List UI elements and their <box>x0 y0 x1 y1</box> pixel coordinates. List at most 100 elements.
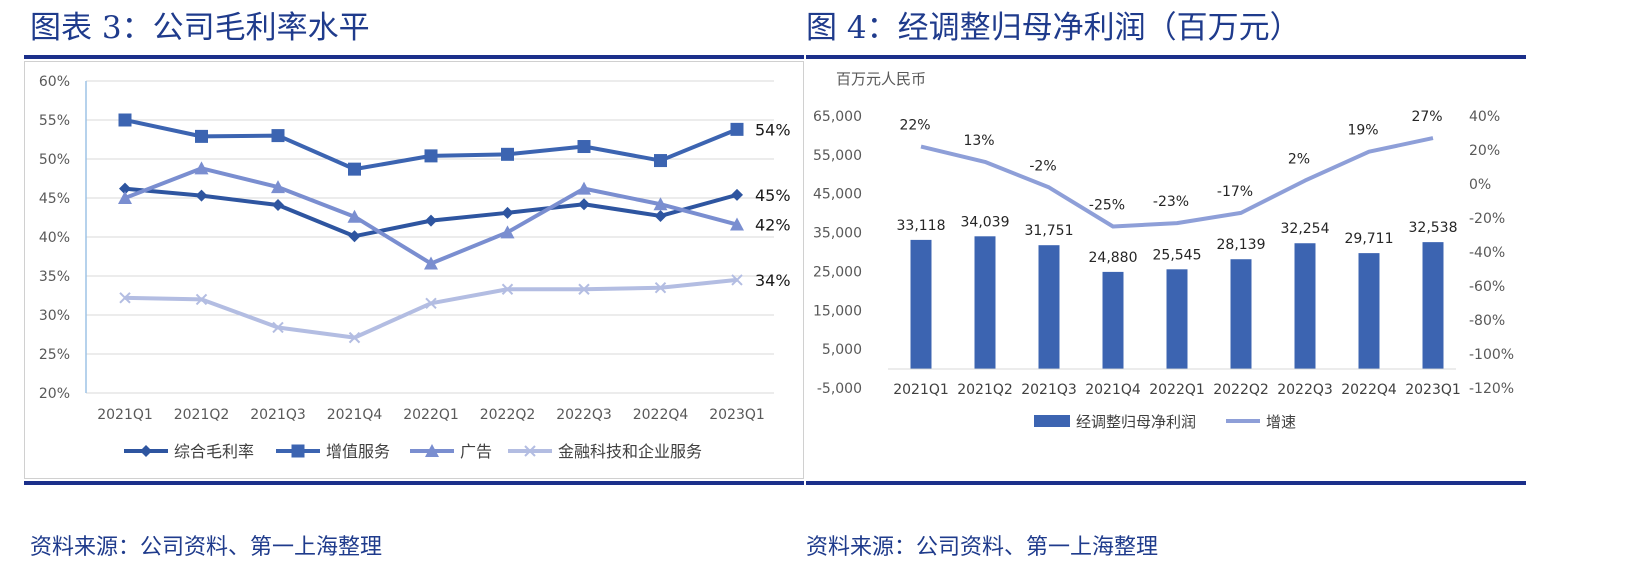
left-legend-label: 综合毛利率 <box>174 442 254 461</box>
left-data-point <box>424 149 438 163</box>
right-growth-value-label: -25% <box>1089 198 1125 214</box>
left-series-line <box>124 186 738 239</box>
left-x-tick-label: 2022Q4 <box>633 407 689 423</box>
right-growth-value-label: 2% <box>1288 152 1310 168</box>
right-bar <box>910 239 932 369</box>
left-plot-frame <box>24 61 804 479</box>
left-data-point <box>425 214 437 227</box>
left-end-value-label: 54% <box>755 120 791 139</box>
left-end-value-label: 45% <box>755 186 791 205</box>
left-data-point <box>577 140 591 154</box>
right-y-tick-label: 15,000 <box>813 303 862 319</box>
net-profit-bar-chart: 百万元人民币 65,000 55,000 45,000 35,000 25,000 15,0… <box>813 70 1514 431</box>
right-bar-value-label: 24,880 <box>1089 250 1138 266</box>
right-bar <box>1038 245 1060 369</box>
left-data-point <box>500 225 515 239</box>
right-bar <box>1102 271 1124 369</box>
right-bar-value-label: 33,118 <box>897 218 946 234</box>
right-bar-value-label: 32,254 <box>1281 221 1330 237</box>
right-x-tick-label: 2021Q2 <box>957 382 1013 398</box>
right-y2-tick-label: -60% <box>1469 279 1505 295</box>
left-data-point <box>118 191 132 204</box>
left-legend-marker <box>140 445 152 457</box>
left-y-tick-label: 20% <box>39 386 70 402</box>
left-data-point <box>118 113 132 127</box>
right-bar-value-label: 29,711 <box>1345 231 1394 247</box>
left-data-point <box>119 182 131 195</box>
right-bar <box>1230 259 1252 369</box>
left-legend-marker <box>524 445 536 457</box>
left-y-tick-label: 40% <box>39 230 70 246</box>
left-data-point <box>654 154 667 168</box>
left-data-point <box>501 283 514 295</box>
right-bar-value-label: 34,039 <box>961 214 1010 230</box>
left-data-point <box>577 181 591 195</box>
right-bar-value-label: 31,751 <box>1025 223 1074 239</box>
right-x-tick-label: 2021Q4 <box>1085 382 1141 398</box>
right-y2-tick-label: -120% <box>1469 381 1514 397</box>
right-y2-tick-label: -100% <box>1469 347 1514 363</box>
left-data-point <box>348 162 361 176</box>
left-data-point <box>195 293 208 306</box>
left-data-point <box>348 230 361 243</box>
right-legend-bar-swatch <box>1034 415 1070 427</box>
left-chart-title: 图表 3：公司毛利率水平 <box>30 10 370 46</box>
right-y-tick-label: 45,000 <box>813 187 862 203</box>
right-growth-value-label: 13% <box>963 133 994 149</box>
right-growth-line <box>920 136 1434 229</box>
left-y-tick-label: 35% <box>39 269 70 285</box>
left-x-tick-label: 2021Q3 <box>250 407 306 423</box>
right-growth-value-label: -17% <box>1217 184 1253 200</box>
left-series-line <box>124 277 738 340</box>
right-y-tick-label: 65,000 <box>813 109 862 125</box>
left-legend-marker <box>291 444 305 458</box>
right-bottom-rule <box>806 481 1526 485</box>
right-bar-value-label: 25,545 <box>1153 247 1202 263</box>
right-chart-title: 图 4：经调整归母净利润（百万元） <box>806 10 1301 46</box>
right-top-rule <box>806 55 1526 59</box>
left-data-point <box>578 198 590 211</box>
left-data-point <box>730 122 744 136</box>
left-data-point <box>654 281 667 294</box>
left-data-point <box>425 297 437 310</box>
left-data-point <box>730 217 744 231</box>
left-data-point <box>731 274 743 286</box>
left-data-point <box>271 180 285 194</box>
left-data-point <box>195 129 208 143</box>
right-x-tick-label: 2021Q1 <box>893 382 949 398</box>
right-growth-value-label: 27% <box>1411 109 1442 125</box>
left-data-point <box>119 292 131 304</box>
right-bar-value-label: 28,139 <box>1217 237 1266 253</box>
right-x-tick-label: 2023Q1 <box>1405 382 1461 398</box>
right-bar <box>1358 253 1380 369</box>
left-legend-label: 金融科技和企业服务 <box>558 442 702 461</box>
left-x-tick-label: 2022Q3 <box>556 407 612 423</box>
left-x-tick-label: 2023Q1 <box>709 407 765 423</box>
right-source-note: 资料来源：公司资料、第一上海整理 <box>806 535 1159 560</box>
left-x-tick-label: 2021Q4 <box>327 407 383 423</box>
right-bar <box>1294 243 1316 369</box>
left-x-tick-label: 2021Q1 <box>97 407 153 423</box>
left-x-tick-label: 2022Q2 <box>480 407 536 423</box>
right-x-tick-label: 2022Q3 <box>1277 382 1333 398</box>
right-y2-tick-label: 40% <box>1469 109 1500 125</box>
right-legend-bar-label: 经调整归母净利润 <box>1076 413 1196 431</box>
left-bottom-rule <box>24 481 804 485</box>
right-y-tick-label: -5,000 <box>817 381 862 397</box>
left-y-tick-label: 45% <box>39 191 70 207</box>
left-data-point <box>731 188 743 201</box>
right-y2-tick-label: 0% <box>1469 177 1491 193</box>
right-bar <box>1166 269 1188 369</box>
right-growth-value-label: -23% <box>1153 194 1189 210</box>
left-data-point <box>195 189 208 202</box>
left-legend-label: 增值服务 <box>326 442 390 461</box>
left-end-value-label: 42% <box>755 216 791 235</box>
left-data-point <box>272 321 284 334</box>
right-y2-tick-label: 20% <box>1469 143 1500 159</box>
left-data-point <box>271 129 285 143</box>
right-x-tick-label: 2022Q2 <box>1213 382 1269 398</box>
right-bar <box>974 236 996 369</box>
right-y2-tick-label: -80% <box>1469 313 1505 329</box>
right-y-tick-label: 55,000 <box>813 148 862 164</box>
right-y-tick-label: 5,000 <box>822 342 862 358</box>
